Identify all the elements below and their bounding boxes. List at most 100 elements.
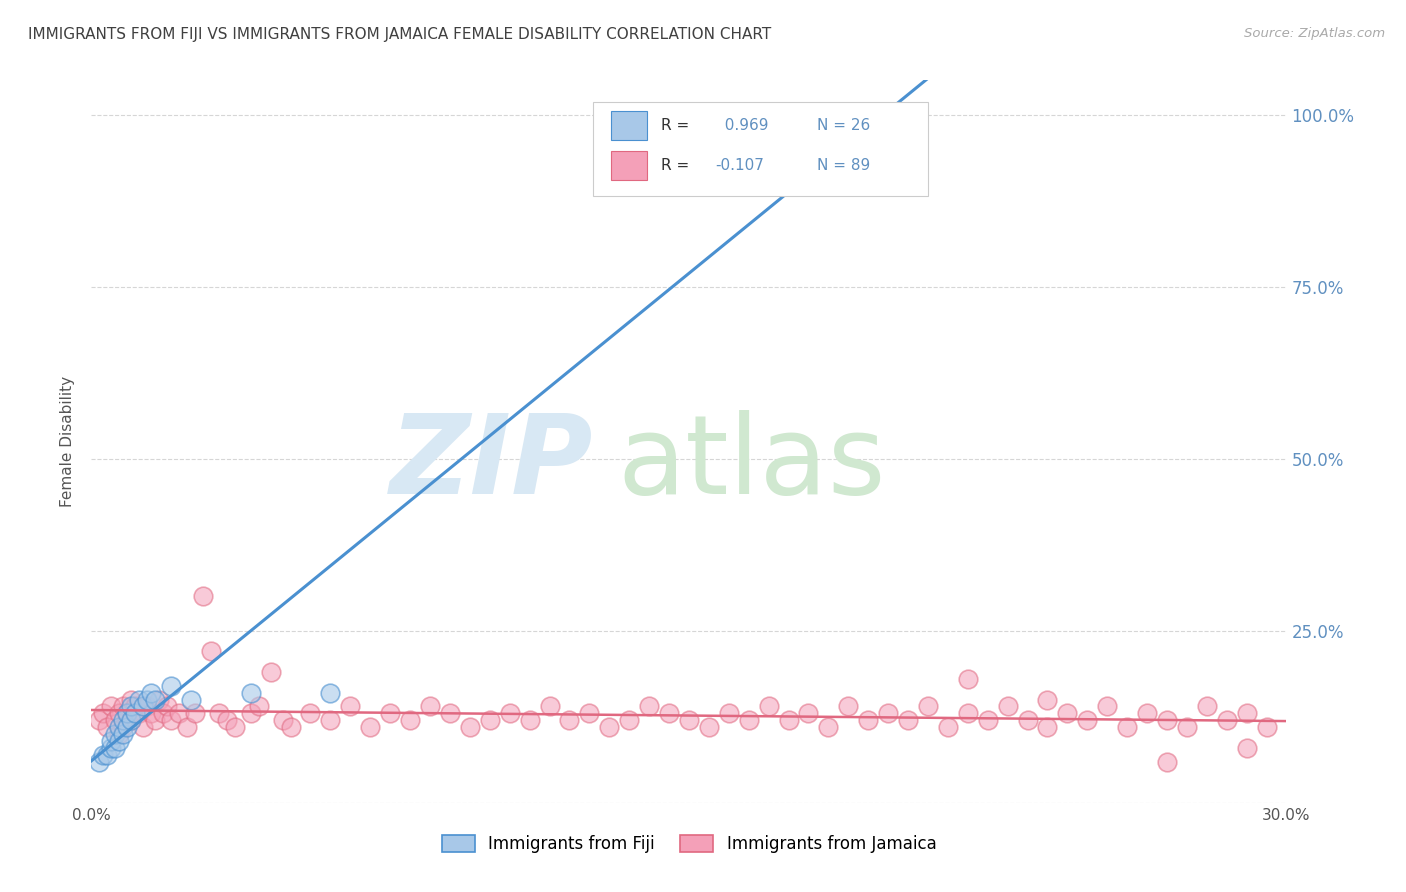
Text: 0.969: 0.969 xyxy=(716,119,769,133)
Point xyxy=(208,706,231,721)
Point xyxy=(1156,713,1178,727)
Point xyxy=(299,706,322,721)
Point xyxy=(678,713,700,727)
Point xyxy=(538,699,561,714)
Point xyxy=(143,692,166,706)
Point xyxy=(215,713,238,727)
Point xyxy=(1097,699,1119,714)
Point xyxy=(917,699,939,714)
Point xyxy=(956,672,979,686)
Point xyxy=(1036,692,1059,706)
Point xyxy=(498,706,520,721)
Point xyxy=(176,720,198,734)
Point xyxy=(619,713,641,727)
Text: -0.107: -0.107 xyxy=(716,158,763,173)
Bar xyxy=(612,112,647,140)
Text: IMMIGRANTS FROM FIJI VS IMMIGRANTS FROM JAMAICA FEMALE DISABILITY CORRELATION CH: IMMIGRANTS FROM FIJI VS IMMIGRANTS FROM … xyxy=(28,27,772,42)
Point xyxy=(224,720,246,734)
Point xyxy=(578,706,600,721)
Point xyxy=(419,699,441,714)
Point xyxy=(319,686,342,700)
Point xyxy=(458,720,481,734)
Point xyxy=(897,713,920,727)
Point xyxy=(519,713,541,727)
Point xyxy=(104,740,127,755)
Text: Source: ZipAtlas.com: Source: ZipAtlas.com xyxy=(1244,27,1385,40)
Point xyxy=(124,706,146,721)
Point xyxy=(378,706,402,721)
Point xyxy=(598,720,620,734)
Point xyxy=(1215,713,1237,727)
Point xyxy=(1236,740,1258,755)
Point xyxy=(658,706,681,721)
Point xyxy=(997,699,1019,714)
Point xyxy=(115,713,138,727)
Point xyxy=(160,713,183,727)
Point xyxy=(136,699,159,714)
Point xyxy=(108,727,131,741)
Point xyxy=(797,121,820,136)
Point xyxy=(132,720,155,734)
Point xyxy=(817,720,839,734)
Point xyxy=(115,706,138,721)
Point xyxy=(184,706,207,721)
Point xyxy=(108,706,131,721)
Bar xyxy=(612,151,647,180)
Text: R =: R = xyxy=(661,158,695,173)
FancyBboxPatch shape xyxy=(593,102,928,196)
Point xyxy=(148,692,170,706)
Point xyxy=(93,706,115,721)
Point xyxy=(167,706,190,721)
Point xyxy=(1076,713,1098,727)
Point xyxy=(112,699,135,714)
Y-axis label: Female Disability: Female Disability xyxy=(60,376,76,508)
Point xyxy=(359,720,381,734)
Point xyxy=(120,713,142,727)
Point xyxy=(152,706,174,721)
Point xyxy=(132,699,155,714)
Point xyxy=(638,699,661,714)
Point xyxy=(956,706,979,721)
Point xyxy=(112,727,135,741)
Point xyxy=(319,713,342,727)
Point xyxy=(89,713,111,727)
Point xyxy=(239,706,262,721)
Point xyxy=(156,699,179,714)
Point xyxy=(877,706,900,721)
Point xyxy=(837,699,859,714)
Point xyxy=(1175,720,1198,734)
Point xyxy=(200,644,222,658)
Point xyxy=(112,720,135,734)
Point xyxy=(104,727,127,741)
Point xyxy=(737,713,759,727)
Point xyxy=(1017,713,1039,727)
Point xyxy=(191,590,214,604)
Point xyxy=(96,747,118,762)
Point xyxy=(120,713,142,727)
Point xyxy=(180,692,202,706)
Point xyxy=(141,686,162,700)
Point xyxy=(104,713,127,727)
Point xyxy=(120,692,142,706)
Point xyxy=(778,713,800,727)
Point xyxy=(108,734,131,748)
Point xyxy=(128,692,150,706)
Point xyxy=(115,720,138,734)
Point xyxy=(1116,720,1139,734)
Point xyxy=(758,699,780,714)
Point xyxy=(1236,706,1258,721)
Point xyxy=(115,706,138,721)
Point xyxy=(280,720,302,734)
Point xyxy=(124,699,146,714)
Point xyxy=(239,686,262,700)
Point xyxy=(1156,755,1178,769)
Point xyxy=(976,713,998,727)
Point xyxy=(259,665,281,679)
Point xyxy=(478,713,501,727)
Point xyxy=(1256,720,1278,734)
Point xyxy=(439,706,461,721)
Point xyxy=(160,679,183,693)
Point xyxy=(1036,720,1059,734)
Point xyxy=(717,706,740,721)
Point xyxy=(100,740,122,755)
